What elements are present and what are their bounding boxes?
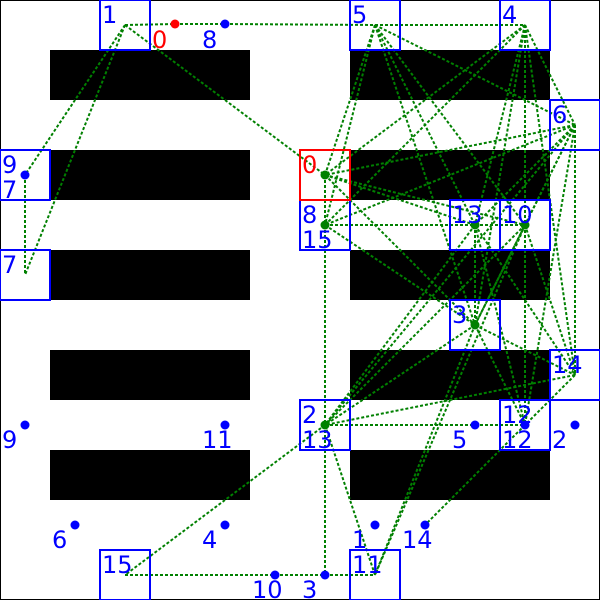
point-label-8: 8 — [202, 26, 217, 54]
point-label-9: 9 — [2, 426, 17, 454]
box-label-6: 6 — [552, 101, 567, 129]
obstacle-left-2 — [50, 150, 250, 200]
box-label-7: 7 — [2, 251, 17, 279]
box-label-5: 5 — [352, 1, 367, 29]
point-3-box — [471, 321, 480, 330]
box-label-13: 13 — [302, 426, 333, 454]
point-label-1: 1 — [352, 526, 367, 554]
box-label-12: 12 — [502, 426, 533, 454]
point-2 — [571, 421, 580, 430]
box-label-3: 3 — [452, 301, 467, 329]
start-point — [171, 20, 180, 29]
point-3 — [321, 571, 330, 580]
box-label-15: 15 — [102, 551, 133, 579]
start-box-label: 0 — [302, 151, 317, 179]
box-label-11: 11 — [352, 551, 383, 579]
box-label-4: 4 — [502, 1, 517, 29]
point-label-4: 4 — [202, 526, 217, 554]
point-0-box — [321, 171, 330, 180]
box-label-14: 14 — [552, 351, 583, 379]
point-5 — [471, 421, 480, 430]
point-label-14: 14 — [402, 526, 433, 554]
box-label-7-upper: 7 — [2, 176, 17, 204]
obstacle-right-4 — [350, 350, 550, 400]
point-label-5: 5 — [452, 426, 467, 454]
obstacle-right-5 — [350, 450, 550, 500]
point-label-10: 10 — [252, 576, 283, 600]
start-point-label: 0 — [152, 26, 167, 54]
box-label-15-upper: 15 — [302, 226, 333, 254]
box-label-12-upper: 12 — [502, 401, 533, 429]
box-label-8: 8 — [302, 201, 317, 229]
point-1 — [371, 521, 380, 530]
box-label-1: 1 — [102, 1, 117, 29]
point-4 — [221, 521, 230, 530]
point-label-3: 3 — [302, 576, 317, 600]
point-9-7 — [21, 171, 30, 180]
box-label-10: 10 — [502, 201, 533, 229]
point-label-6: 6 — [52, 526, 67, 554]
point-9 — [21, 421, 30, 430]
point-labels: 0 8 9 11 5 2 6 4 1 14 10 3 — [2, 26, 567, 600]
box-label-2: 2 — [302, 401, 317, 429]
point-8 — [221, 20, 230, 29]
point-label-11: 11 — [202, 426, 233, 454]
box-label-9: 9 — [2, 151, 17, 179]
box-label-13-upper: 13 — [452, 201, 483, 229]
point-6 — [71, 521, 80, 530]
point-label-2: 2 — [552, 426, 567, 454]
obstacle-left-4 — [50, 350, 250, 400]
obstacle-left-3 — [50, 250, 250, 300]
obstacle-left-5 — [50, 450, 250, 500]
